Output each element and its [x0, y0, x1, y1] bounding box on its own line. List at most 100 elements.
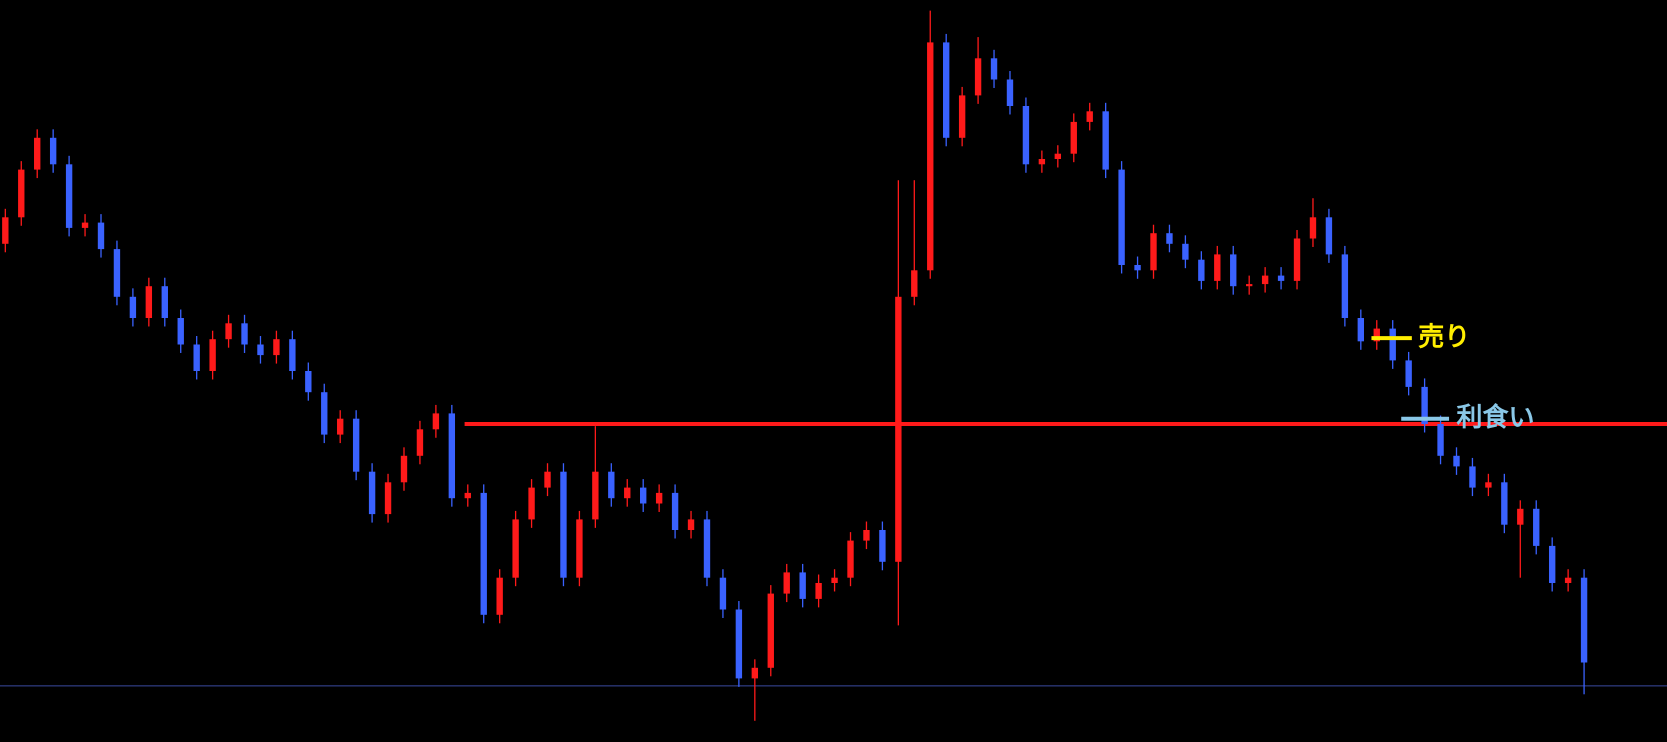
candle-body [735, 609, 743, 679]
candle-body [257, 344, 264, 356]
candle-body [1469, 466, 1476, 488]
candle-body [911, 270, 918, 297]
candle-body [1166, 233, 1173, 244]
candle-body [528, 487, 535, 520]
candle-body [1230, 254, 1237, 287]
candle-body [958, 95, 966, 138]
candle-body [799, 572, 806, 599]
candle-body [1548, 545, 1556, 583]
candle-body [1006, 79, 1014, 106]
candle-body [49, 137, 57, 165]
candle-body [1134, 265, 1141, 271]
candle-body [273, 339, 280, 356]
candle-body [847, 540, 854, 578]
candle-body [432, 413, 440, 430]
candle-body [1022, 106, 1030, 165]
candle-body [1517, 508, 1524, 525]
candle-body [177, 318, 184, 345]
candle-body [1389, 328, 1396, 361]
candle-body [145, 286, 153, 318]
candle-body [34, 137, 41, 170]
candle-body [544, 471, 551, 488]
candle-body [1453, 455, 1460, 467]
candle-body [1293, 238, 1301, 281]
candle-body [1198, 259, 1205, 281]
candle-body [496, 577, 503, 615]
candle-body [193, 344, 200, 371]
candle-body [352, 418, 360, 472]
candle-body [512, 519, 519, 578]
candle-body [895, 296, 902, 562]
candle-body [1150, 233, 1157, 271]
candle-body [1533, 508, 1540, 546]
candle-body [560, 471, 567, 578]
candle-body [990, 58, 998, 80]
candle-body [815, 583, 822, 599]
candle-body [337, 418, 344, 435]
candle-body [1501, 482, 1508, 525]
candle-body [1325, 217, 1333, 255]
candle-body [1102, 111, 1109, 170]
candle-body [129, 296, 137, 318]
candle-body [783, 572, 790, 594]
candle-body [81, 222, 89, 228]
candle-body [448, 413, 456, 499]
candle-body [480, 492, 487, 615]
candle-body [2, 217, 9, 244]
candle-body [18, 169, 25, 218]
annotation-label: 利食い [1456, 402, 1534, 433]
candle-body [1086, 111, 1093, 122]
candle-body [1564, 577, 1572, 583]
candle-body [863, 530, 870, 541]
candle-body [1070, 121, 1077, 154]
candle-body [640, 487, 647, 504]
candle-body [1405, 360, 1412, 387]
candle-body [767, 593, 774, 668]
candle-body [719, 577, 727, 610]
candle-body [576, 519, 583, 578]
candle-body [1421, 386, 1428, 424]
annotation-label: 売り [1418, 323, 1470, 353]
candle-body [1437, 424, 1444, 456]
candle-body [1357, 318, 1365, 342]
candle-body [1485, 482, 1492, 488]
candle-body [608, 471, 615, 499]
candle-body [289, 339, 296, 371]
candle-body [687, 519, 695, 530]
candle-body [97, 222, 105, 250]
candle-body [1277, 275, 1285, 281]
candle-body [225, 323, 232, 340]
candle-body [1580, 577, 1588, 663]
candle-body [464, 492, 471, 499]
candle-body [1245, 284, 1253, 287]
candle-body [655, 492, 663, 504]
candle-body [209, 339, 216, 371]
candle-body [751, 667, 759, 679]
candle-body [1373, 328, 1380, 342]
candle-body [400, 455, 408, 483]
candle-body [1261, 275, 1269, 285]
candle-body [1309, 217, 1317, 239]
candle-body [113, 249, 121, 297]
candle-body [305, 371, 312, 393]
candle-body [943, 42, 950, 138]
candle-body [703, 519, 711, 578]
candle-body [1214, 254, 1221, 281]
candle-body [321, 392, 328, 435]
candle-body [1118, 169, 1125, 265]
candle-body [592, 471, 599, 520]
candle-body [927, 42, 934, 271]
candle-body [1038, 159, 1046, 165]
candle-body [831, 577, 838, 583]
candle-body [1341, 254, 1349, 318]
candle-body [1054, 153, 1062, 159]
candle-body [879, 530, 886, 562]
candle-body [65, 164, 73, 228]
candle-body [161, 286, 168, 318]
candle-body [624, 487, 631, 499]
candle-body [416, 429, 424, 456]
candle-body [1182, 243, 1189, 260]
candle-body [241, 323, 248, 345]
candle-body [671, 492, 679, 530]
